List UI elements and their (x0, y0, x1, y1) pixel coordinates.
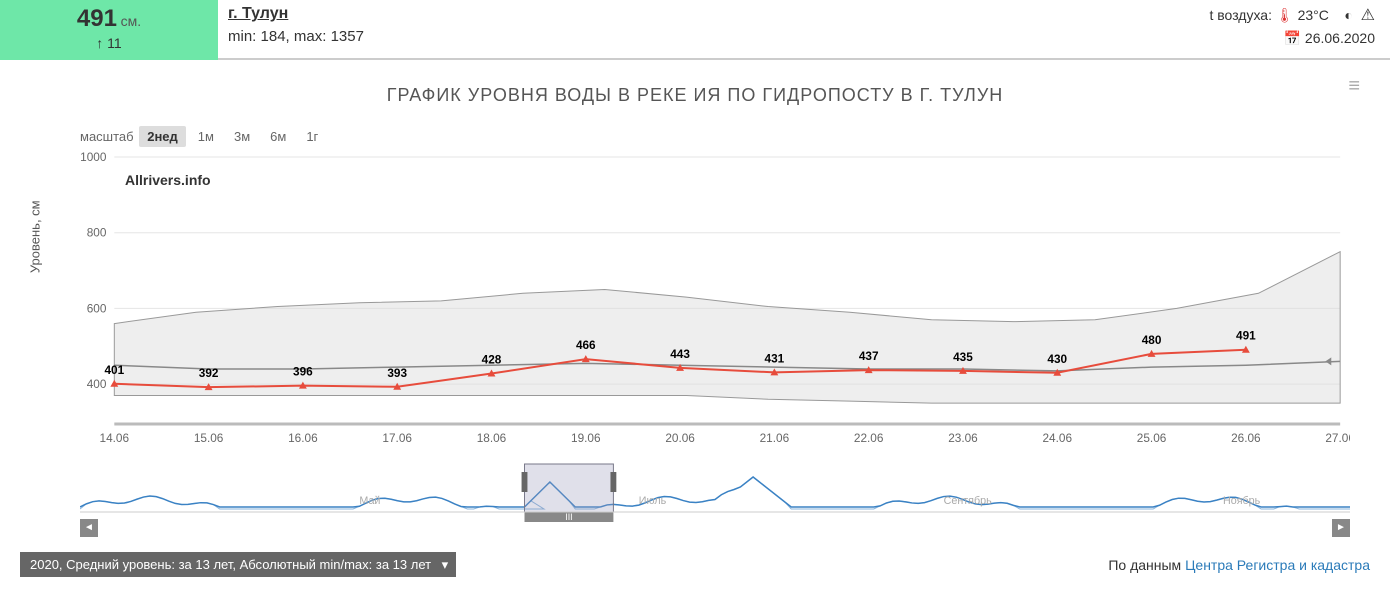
scale-btn-6м[interactable]: 6м (262, 126, 294, 147)
svg-text:23.06: 23.06 (948, 431, 978, 445)
svg-text:25.06: 25.06 (1137, 431, 1167, 445)
svg-text:491: 491 (1236, 329, 1256, 343)
source-link[interactable]: Центра Регистра и кадастра (1185, 557, 1370, 573)
scale-label: масштаб (80, 129, 134, 144)
svg-text:26.06: 26.06 (1231, 431, 1261, 445)
footer: 2020, Средний уровень: за 13 лет, Абсолю… (0, 547, 1390, 582)
svg-text:437: 437 (859, 349, 879, 363)
temp-value: 23°C (1298, 7, 1329, 23)
scale-btn-3м[interactable]: 3м (226, 126, 258, 147)
plot-area[interactable]: Уровень, см Allrivers.info 4006008001000… (70, 152, 1350, 452)
temperature-row: t воздуха: 🌡 23°C ◐ ⚠ (1210, 5, 1376, 25)
svg-text:Сентябрь: Сентябрь (944, 495, 992, 507)
legend-select[interactable]: 2020, Средний уровень: за 13 лет, Абсолю… (20, 552, 456, 577)
header-right: t воздуха: 🌡 23°C ◐ ⚠ 📅 26.06.2020 (1195, 0, 1390, 52)
chart-menu-icon[interactable]: ≡ (1348, 75, 1360, 98)
scale-selector: масштаб 2нед1м3м6м1г (80, 126, 1370, 147)
svg-text:18.06: 18.06 (477, 431, 507, 445)
svg-text:III: III (565, 512, 572, 522)
nav-right-button[interactable]: ► (1332, 519, 1350, 537)
date-value: 26.06.2020 (1305, 30, 1375, 46)
svg-text:19.06: 19.06 (571, 431, 601, 445)
svg-text:400: 400 (87, 377, 107, 391)
current-level-box: 491 см. ↑ 11 (0, 0, 218, 60)
svg-text:480: 480 (1142, 333, 1162, 347)
svg-text:401: 401 (104, 363, 124, 377)
weather-icon: ◐ (1344, 7, 1352, 23)
svg-text:Июль: Июль (639, 495, 667, 507)
svg-text:431: 431 (765, 351, 785, 365)
temp-label: t воздуха: (1210, 7, 1273, 23)
svg-text:393: 393 (387, 366, 407, 380)
warning-icon[interactable]: ⚠ (1361, 7, 1375, 24)
delta-arrow: ↑ (96, 35, 103, 51)
city-name[interactable]: г. Тулун (228, 5, 1185, 23)
city-info: г. Тулун min: 184, max: 1357 (218, 0, 1195, 50)
svg-text:Ноябрь: Ноябрь (1223, 495, 1261, 507)
svg-text:428: 428 (482, 352, 502, 366)
scale-btn-1м[interactable]: 1м (190, 126, 222, 147)
svg-text:443: 443 (670, 347, 690, 361)
svg-text:20.06: 20.06 (665, 431, 695, 445)
header-bar: 491 см. ↑ 11 г. Тулун min: 184, max: 135… (0, 0, 1390, 60)
nav-left-button[interactable]: ◄ (80, 519, 98, 537)
svg-text:800: 800 (87, 226, 107, 240)
scale-btn-2нед[interactable]: 2нед (139, 126, 186, 147)
svg-text:600: 600 (87, 301, 107, 315)
chart-title: ГРАФИК УРОВНЯ ВОДЫ В РЕКЕ ИЯ ПО ГИДРОПОС… (20, 85, 1370, 106)
svg-text:392: 392 (199, 366, 219, 380)
svg-text:17.06: 17.06 (382, 431, 412, 445)
delta-value: 11 (107, 35, 122, 51)
svg-text:24.06: 24.06 (1042, 431, 1072, 445)
chart-container: ≡ ГРАФИК УРОВНЯ ВОДЫ В РЕКЕ ИЯ ПО ГИДРОП… (0, 60, 1390, 537)
calendar-icon: 📅 (1284, 30, 1301, 46)
navigator-svg[interactable]: III Май Июль Сентябрь Ноябрь (80, 462, 1350, 522)
thermometer-icon: 🌡 (1276, 7, 1294, 23)
level-delta: ↑ 11 (0, 35, 218, 51)
source-credit: По данным Центра Регистра и кадастра (1108, 557, 1370, 573)
minmax-row: min: 184, max: 1357 (228, 28, 1185, 45)
navigator[interactable]: III Май Июль Сентябрь Ноябрь ◄ ► (80, 462, 1350, 537)
y-axis-label: Уровень, см (28, 200, 43, 273)
svg-text:21.06: 21.06 (760, 431, 790, 445)
svg-text:14.06: 14.06 (100, 431, 130, 445)
level-unit: см. (121, 13, 142, 29)
svg-text:396: 396 (293, 365, 313, 379)
scale-btn-1г[interactable]: 1г (298, 126, 326, 147)
svg-text:16.06: 16.06 (288, 431, 318, 445)
svg-text:27.06: 27.06 (1325, 431, 1350, 445)
date-row: 📅 26.06.2020 (1210, 30, 1376, 47)
watermark: Allrivers.info (125, 172, 211, 188)
svg-text:15.06: 15.06 (194, 431, 224, 445)
level-value: 491 (77, 5, 117, 32)
svg-text:1000: 1000 (80, 152, 107, 164)
svg-text:435: 435 (953, 350, 973, 364)
svg-text:22.06: 22.06 (854, 431, 884, 445)
svg-text:430: 430 (1047, 352, 1067, 366)
level-value-row: 491 см. (0, 5, 218, 33)
chart-svg[interactable]: 400 600 800 1000 401 392 396 393 428 466 443 431 437… (70, 152, 1350, 452)
svg-text:Май: Май (359, 495, 380, 507)
svg-text:466: 466 (576, 338, 596, 352)
